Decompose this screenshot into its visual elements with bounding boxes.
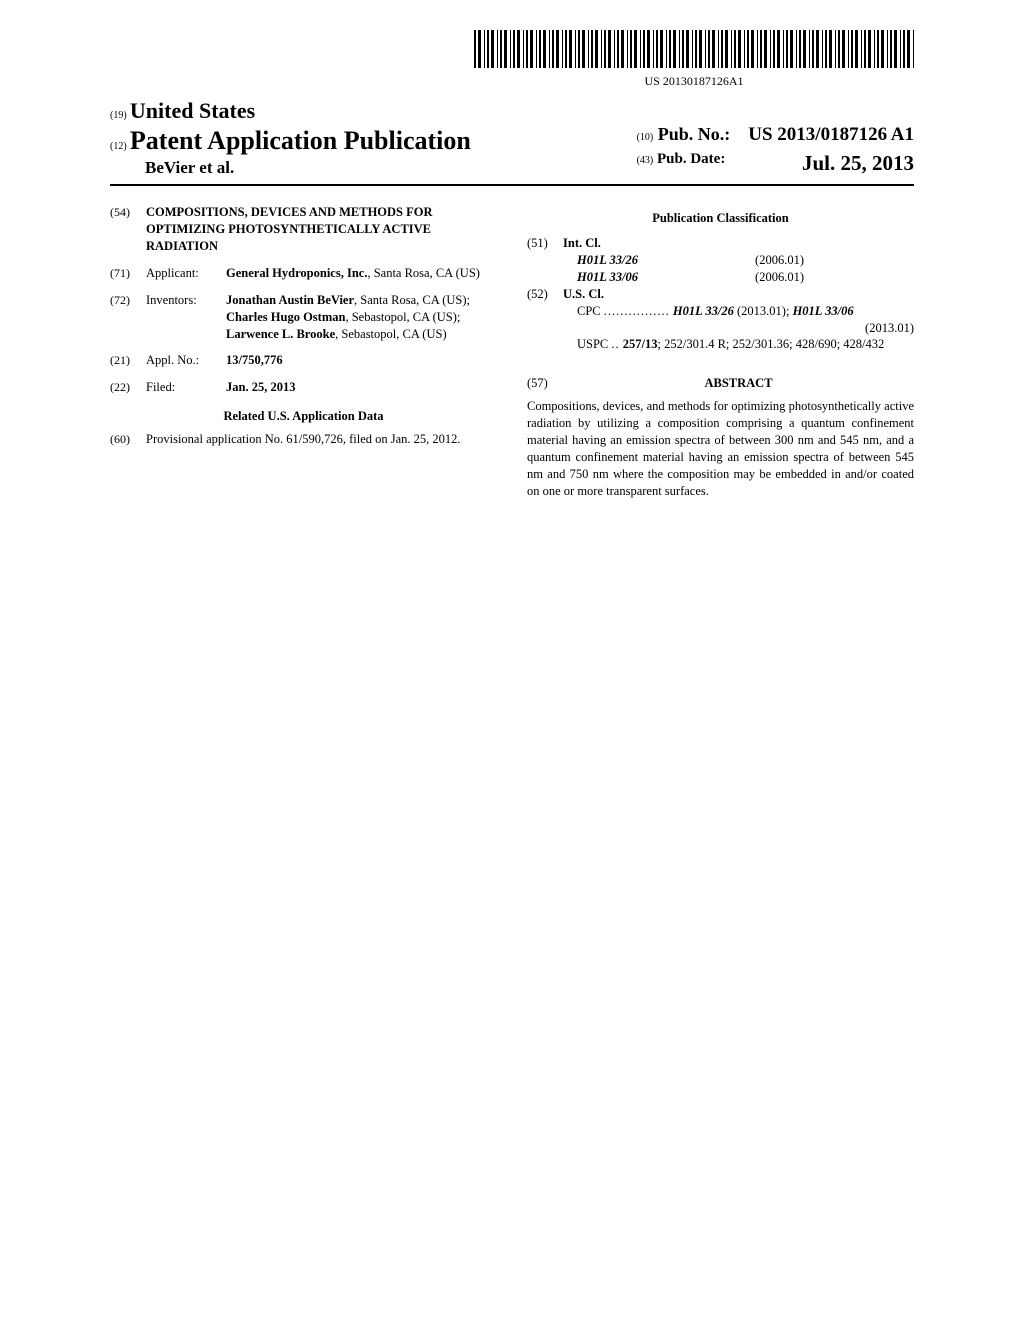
provisional-row: (60) Provisional application No. 61/590,… [110,431,497,448]
abstract-heading: ABSTRACT [563,375,914,392]
filed-label: Filed: [146,379,226,396]
applicant-code: (71) [110,265,146,282]
intcl1-ver: (2006.01) [755,252,914,269]
inv1-rest: , Santa Rosa, CA (US); [354,293,470,307]
filed-row: (22) Filed: Jan. 25, 2013 [110,379,497,396]
filed-value: Jan. 25, 2013 [226,379,497,396]
intcl-row: (51) Int. Cl. H01L 33/26 (2006.01) H01L … [527,235,914,286]
intcl2-code: H01L 33/06 [563,269,638,286]
body-columns: (54) COMPOSITIONS, DEVICES AND METHODS F… [110,204,914,499]
inv3-bold: Larwence L. Brooke [226,327,335,341]
filed-code: (22) [110,379,146,396]
header-right: (10) Pub. No.: US 2013/0187126 A1 (43) P… [637,122,914,178]
pub-type-line: (12) Patent Application Publication [110,125,471,158]
inventors-value: Jonathan Austin BeVier, Santa Rosa, CA (… [226,292,497,343]
cpc-line2: (2013.01) [563,320,914,337]
provisional-code: (60) [110,431,146,448]
intcl1-code: H01L 33/26 [563,252,638,269]
applicant-row: (71) Applicant: General Hydroponics, Inc… [110,265,497,282]
cpc-v1-ver: (2013.01); [734,304,793,318]
pub-type-code: (12) [110,141,127,152]
header-row: (19) United States (12) Patent Applicati… [110,97,914,186]
applicant-rest: , Santa Rosa, CA (US) [367,266,480,280]
uspc-line: USPC .. 257/13; 252/301.4 R; 252/301.36;… [563,336,914,353]
country-name: United States [130,98,255,123]
uspc-rest: ; 252/301.4 R; 252/301.36; 428/690; 428/… [658,337,885,351]
appl-no-value: 13/750,776 [226,352,497,369]
uscl-body: U.S. Cl. CPC ................ H01L 33/26… [563,286,914,354]
country-code: (19) [110,110,127,121]
applicant-value: General Hydroponics, Inc., Santa Rosa, C… [226,265,497,282]
barcode-area: US 20130187126A1 [110,30,914,89]
barcode-text: US 20130187126A1 [474,74,914,89]
uscl-code: (52) [527,286,563,354]
title-row: (54) COMPOSITIONS, DEVICES AND METHODS F… [110,204,497,255]
appl-no-code: (21) [110,352,146,369]
provisional-text: Provisional application No. 61/590,726, … [146,431,497,448]
pub-date-line: (43) Pub. Date: Jul. 25, 2013 [637,149,914,170]
barcode-graphic [474,30,914,68]
pub-date-label: Pub. Date: [657,151,725,167]
abstract-block: (57) ABSTRACT Compositions, devices, and… [527,365,914,499]
intcl2-ver: (2006.01) [755,269,914,286]
inventors-code: (72) [110,292,146,343]
related-heading: Related U.S. Application Data [110,408,497,425]
intcl2-line: H01L 33/06 (2006.01) [563,269,914,286]
right-column: Publication Classification (51) Int. Cl.… [527,204,914,499]
pub-no-code: (10) [637,132,654,143]
pub-type: Patent Application Publication [130,126,471,155]
cpc-line: CPC ................ H01L 33/26 (2013.01… [563,303,914,320]
cpc-v1: H01L 33/26 [673,304,734,318]
pub-no-line: (10) Pub. No.: US 2013/0187126 A1 [637,122,914,149]
author-line: BeVier et al. [110,157,471,178]
uspc-bold: 257/13 [623,337,658,351]
title-code: (54) [110,204,146,255]
uspc-dots: .. [611,337,619,351]
invention-title: COMPOSITIONS, DEVICES AND METHODS FOR OP… [146,204,497,255]
pub-date-code: (43) [637,155,654,166]
pub-date-value: Jul. 25, 2013 [802,149,914,178]
intcl-label: Int. Cl. [563,235,914,252]
applicant-label: Applicant: [146,265,226,282]
intcl1-line: H01L 33/26 (2006.01) [563,252,914,269]
cpc-label: CPC [563,304,601,318]
header-left: (19) United States (12) Patent Applicati… [110,97,471,178]
inv2-bold: Charles Hugo Ostman [226,310,345,324]
uscl-label: U.S. Cl. [563,286,914,303]
cpc-dots: ................ [604,304,670,318]
patent-page: US 20130187126A1 (19) United States (12)… [0,0,1024,499]
left-column: (54) COMPOSITIONS, DEVICES AND METHODS F… [110,204,497,499]
appl-no-label: Appl. No.: [146,352,226,369]
inventors-row: (72) Inventors: Jonathan Austin BeVier, … [110,292,497,343]
country-line: (19) United States [110,97,471,125]
abstract-text: Compositions, devices, and methods for o… [527,398,914,499]
applicant-bold: General Hydroponics, Inc. [226,266,367,280]
uscl-row: (52) U.S. Cl. CPC ................ H01L … [527,286,914,354]
cpc-v2: H01L 33/06 [793,304,854,318]
pub-no-value: US 2013/0187126 A1 [748,124,914,145]
uspc-label: USPC [563,337,608,351]
inv2-rest: , Sebastopol, CA (US); [345,310,460,324]
classification-heading: Publication Classification [527,210,914,227]
appl-no-row: (21) Appl. No.: 13/750,776 [110,352,497,369]
intcl-code: (51) [527,235,563,286]
pub-no-label: Pub. No.: [658,124,731,144]
inventors-label: Inventors: [146,292,226,343]
inv1-bold: Jonathan Austin BeVier [226,293,354,307]
intcl-body: Int. Cl. H01L 33/26 (2006.01) H01L 33/06… [563,235,914,286]
inv3-rest: , Sebastopol, CA (US) [335,327,446,341]
abstract-code: (57) [527,375,563,392]
